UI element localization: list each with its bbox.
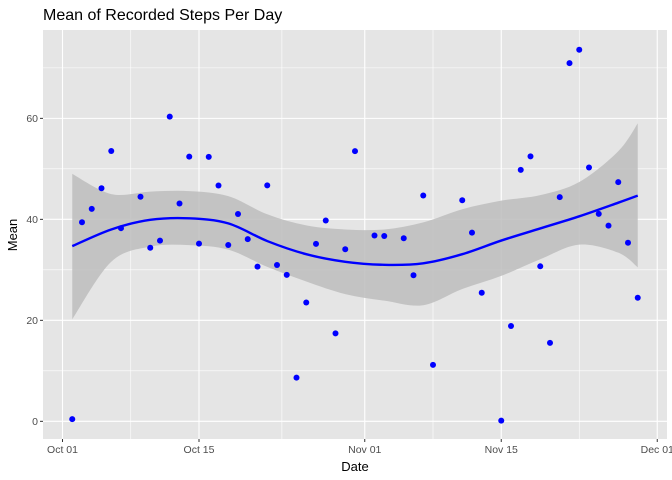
- data-point: [303, 299, 310, 306]
- data-point: [137, 193, 144, 200]
- data-point: [108, 147, 115, 154]
- data-point: [205, 153, 212, 160]
- data-point: [605, 222, 612, 229]
- data-point: [69, 416, 76, 423]
- data-point: [196, 240, 202, 247]
- x-tick-label: Dec 01: [641, 444, 672, 456]
- x-tick-label: Nov 01: [348, 444, 381, 456]
- data-point: [410, 272, 417, 279]
- data-point: [283, 271, 290, 278]
- data-point: [166, 113, 173, 120]
- y-axis-title: Mean: [5, 219, 20, 252]
- data-point: [595, 210, 602, 217]
- data-point: [459, 197, 466, 204]
- y-axis: 0 20 40 60: [26, 113, 43, 428]
- data-point: [527, 153, 534, 160]
- chart-title: Mean of Recorded Steps Per Day: [43, 7, 282, 24]
- data-point: [88, 205, 95, 212]
- y-tick-label: 60: [26, 113, 38, 125]
- data-point: [430, 361, 436, 368]
- data-point: [244, 236, 251, 243]
- data-point: [586, 164, 592, 171]
- data-point: [79, 219, 85, 226]
- x-axis-title: Date: [341, 459, 368, 474]
- x-tick-label: Nov 15: [485, 444, 518, 456]
- data-point: [576, 46, 583, 53]
- data-point: [371, 232, 378, 239]
- data-point: [537, 263, 544, 270]
- data-point: [215, 182, 222, 189]
- data-point: [293, 374, 300, 381]
- data-point: [400, 235, 407, 242]
- data-point: [225, 242, 232, 249]
- data-point: [615, 179, 622, 186]
- data-point: [254, 263, 261, 270]
- y-tick-label: 40: [26, 214, 38, 226]
- x-tick-label: Oct 15: [184, 444, 215, 456]
- data-point: [235, 210, 241, 217]
- confidence-ribbon: [72, 123, 638, 320]
- data-points: [69, 46, 641, 424]
- data-point: [322, 217, 329, 224]
- data-point: [176, 200, 183, 207]
- data-point: [313, 240, 319, 247]
- data-point: [498, 417, 505, 424]
- data-point: [147, 244, 154, 251]
- x-axis: Oct 01 Oct 15 Nov 01 Nov 15 Dec 01: [47, 439, 672, 456]
- data-point: [469, 229, 475, 236]
- data-point: [342, 246, 349, 253]
- data-point: [517, 166, 524, 173]
- data-point: [547, 339, 553, 346]
- data-point: [508, 322, 514, 329]
- data-point: [186, 153, 193, 160]
- data-point: [556, 194, 563, 201]
- data-point: [332, 330, 339, 337]
- data-point: [274, 261, 280, 268]
- y-tick-label: 0: [32, 416, 38, 428]
- y-tick-label: 20: [26, 315, 38, 327]
- data-point: [625, 239, 631, 246]
- data-point: [264, 182, 271, 189]
- data-point: [381, 233, 388, 240]
- x-tick-label: Oct 01: [47, 444, 78, 456]
- data-point: [420, 192, 427, 199]
- data-point: [157, 237, 163, 244]
- smooth-line: [71, 194, 639, 267]
- data-point: [98, 185, 105, 192]
- data-point: [566, 60, 573, 67]
- data-point: [634, 294, 641, 301]
- data-point: [478, 289, 485, 296]
- data-point: [352, 148, 358, 155]
